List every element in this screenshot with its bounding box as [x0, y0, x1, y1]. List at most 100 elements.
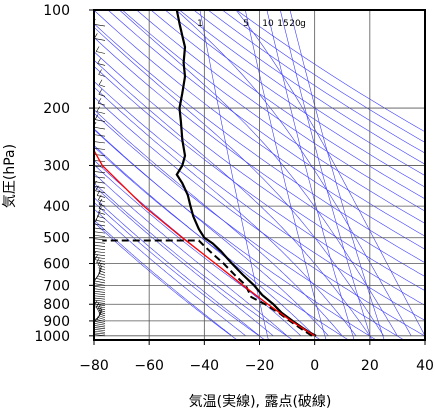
- wind-barb: [94, 305, 106, 309]
- dry-adiabat: [94, 129, 377, 340]
- wind-barb: [94, 329, 106, 331]
- wind-barb: [97, 216, 106, 219]
- moist-adiabat: [119, 10, 398, 336]
- wind-barb: [95, 307, 106, 311]
- grid-layer: [94, 10, 425, 340]
- wind-barb-flag: [88, 285, 91, 290]
- wind-barb-flag: [97, 260, 102, 266]
- mixing-ratio-line: [245, 10, 327, 340]
- y-tick-label: 800: [43, 297, 70, 313]
- wind-barb-flag: [87, 288, 90, 293]
- wind-barb: [94, 171, 106, 174]
- wind-barb: [94, 297, 106, 300]
- wind-barb-flag: [89, 246, 92, 251]
- dry-adiabat: [94, 80, 425, 321]
- mixing-ratio-label: 1: [197, 19, 203, 29]
- moist-adiabat: [94, 86, 357, 336]
- wind-barb-flag: [87, 290, 90, 295]
- dry-adiabat: [207, 10, 425, 154]
- wind-barb: [94, 223, 106, 227]
- wind-barb-flag: [98, 207, 102, 213]
- wind-barb-flag: [87, 329, 90, 334]
- mixing-ratio-line: [199, 10, 269, 340]
- wind-barb: [97, 63, 106, 66]
- wind-barb-flag: [97, 58, 101, 64]
- wind-barb: [94, 301, 106, 304]
- wind-barb: [95, 321, 106, 324]
- moist-adiabat: [235, 10, 425, 336]
- wind-barb-flag: [87, 155, 90, 160]
- x-tick-label: −40: [190, 358, 220, 374]
- dry-adiabat: [122, 10, 425, 224]
- wind-barb: [94, 293, 106, 296]
- wind-barb: [94, 323, 106, 326]
- wind-barb: [94, 288, 106, 291]
- wind-barb: [94, 299, 106, 302]
- wind-barb: [94, 253, 106, 257]
- wind-barb-flag: [98, 310, 103, 316]
- wind-barb-flag: [87, 325, 90, 330]
- wind-barb: [94, 231, 106, 234]
- wind-barb-flag: [98, 69, 102, 75]
- wind-barb: [96, 195, 106, 198]
- wind-barb-flag: [98, 306, 102, 312]
- moist-adiabat: [176, 10, 412, 336]
- mixing-ratio-line: [280, 10, 372, 340]
- mixing-ratio-labels: 1 5 10 15 20 g: [197, 19, 306, 29]
- dry-adiabat: [94, 37, 425, 277]
- wind-barb: [95, 190, 106, 194]
- wind-barb: [98, 267, 106, 271]
- dry-adiabat: [94, 10, 425, 250]
- wind-barb: [94, 141, 106, 144]
- wind-barb-flag: [90, 226, 93, 231]
- wind-barb-flag: [88, 233, 91, 238]
- wind-barb: [94, 181, 106, 184]
- wind-barb-flag: [87, 160, 90, 165]
- wind-barb: [98, 208, 106, 211]
- wind-barb: [96, 51, 106, 54]
- wind-barb-flag: [88, 324, 91, 329]
- wind-barb: [94, 234, 106, 237]
- wind-barb: [98, 315, 106, 319]
- wind-barb: [94, 176, 106, 179]
- dry-adiabat: [94, 65, 425, 306]
- wind-barb: [96, 262, 106, 265]
- wind-barb: [94, 147, 106, 150]
- dry-adiabat: [94, 201, 266, 340]
- wind-barb-flag: [98, 199, 103, 205]
- wind-barbs-layer: [87, 3, 106, 337]
- x-tick-label: 20: [361, 358, 379, 374]
- dry-adiabat: [94, 221, 238, 340]
- wind-barb-flag: [94, 316, 99, 322]
- y-tick-label: 500: [43, 231, 70, 247]
- moist-adiabat: [94, 59, 371, 336]
- wind-barb: [98, 212, 106, 215]
- y-tick-label: 100: [43, 3, 70, 19]
- wind-barb-flag: [90, 3, 93, 8]
- wind-barb-flag: [96, 190, 101, 196]
- moist-adiabat: [94, 219, 233, 337]
- wind-barb-flag: [95, 46, 100, 52]
- mixing-ratio-label: 5: [243, 19, 249, 29]
- wind-barb: [94, 259, 106, 262]
- wind-barb: [97, 102, 106, 106]
- wind-barb: [98, 74, 106, 77]
- series-layer: [94, 10, 317, 337]
- mixing-ratio-label: 20: [289, 19, 301, 29]
- wind-barb: [96, 111, 106, 114]
- wind-barb-flag: [87, 240, 90, 245]
- wind-barb-flag: [90, 171, 93, 176]
- wind-barb: [94, 280, 106, 284]
- wind-barb-flag: [88, 243, 91, 248]
- x-tick-label: 0: [310, 358, 319, 374]
- wind-barb-flag: [98, 89, 103, 95]
- wind-barb-flag: [89, 294, 92, 299]
- wind-barb-flag: [87, 149, 90, 154]
- wind-barb: [96, 319, 106, 322]
- moist-adiabat: [94, 197, 260, 337]
- x-axis-label: 気温(実線), 露点(破線): [189, 394, 332, 410]
- moist-adiabat: [94, 128, 329, 337]
- wind-barb: [94, 325, 106, 328]
